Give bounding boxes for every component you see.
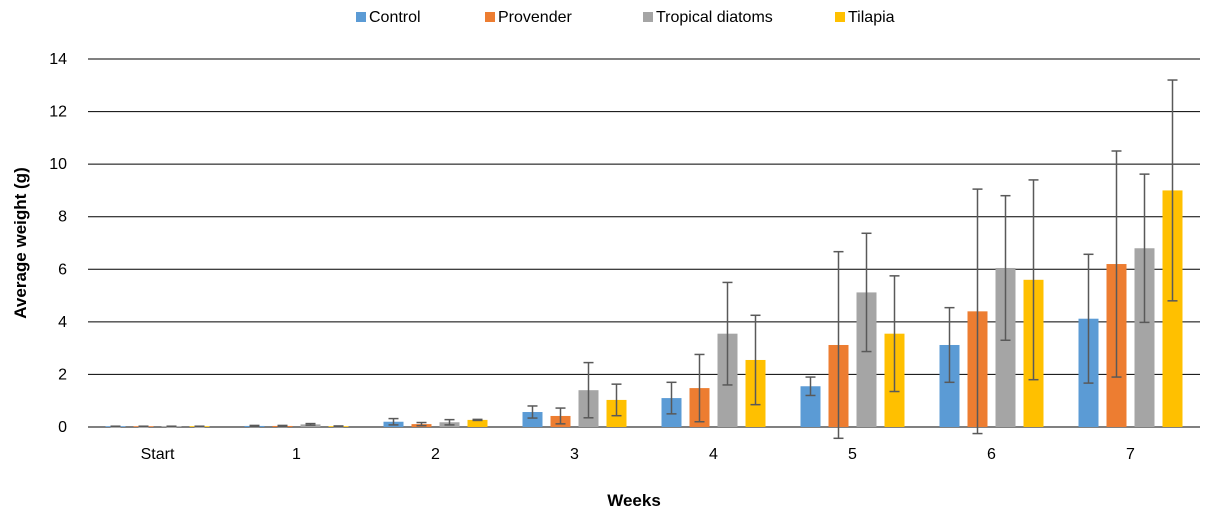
x-tick-label: 7	[1126, 446, 1135, 463]
x-tick-label: 2	[431, 446, 440, 463]
y-tick-label: 0	[58, 419, 67, 436]
bar	[1134, 248, 1155, 427]
x-tick-label: 5	[848, 446, 857, 463]
legend-label: Provender	[498, 9, 572, 26]
y-axis-title: Average weight (g)	[11, 167, 30, 318]
y-tick-label: 8	[58, 209, 67, 226]
x-tick-label: Start	[141, 446, 175, 463]
bar	[1162, 190, 1183, 427]
legend-swatch	[485, 12, 495, 22]
y-tick-label: 4	[58, 314, 67, 331]
legend-label: Control	[369, 9, 421, 26]
y-tick-label: 6	[58, 261, 67, 278]
bar	[939, 344, 960, 427]
bar	[467, 419, 488, 427]
y-tick-label: 12	[49, 104, 67, 121]
bar	[522, 412, 543, 427]
y-tick-label: 10	[49, 156, 67, 173]
bar	[995, 267, 1016, 427]
legend-label: Tilapia	[848, 9, 895, 26]
legend-label: Tropical diatoms	[656, 9, 773, 26]
x-axis-ticks: Start 1 2 3 4 5 6 7	[141, 446, 1135, 463]
x-tick-label: 3	[570, 446, 579, 463]
x-axis-title: Weeks	[607, 491, 661, 510]
y-axis-ticks: 0 2 4 6 8 10 12 14	[49, 51, 67, 436]
error-bars	[110, 79, 1178, 440]
x-tick-label: 1	[292, 446, 301, 463]
legend-swatch	[643, 12, 653, 22]
legend-swatch	[356, 12, 366, 22]
legend: Control Provender Tropical diatoms Tilapia	[356, 9, 895, 26]
bars	[105, 190, 1183, 427]
bar	[800, 386, 821, 427]
bar	[856, 292, 877, 427]
y-tick-label: 14	[49, 51, 67, 68]
y-tick-label: 2	[58, 366, 67, 383]
gridlines	[88, 58, 1200, 428]
x-tick-label: 4	[709, 446, 718, 463]
legend-swatch	[835, 12, 845, 22]
x-tick-label: 6	[987, 446, 996, 463]
